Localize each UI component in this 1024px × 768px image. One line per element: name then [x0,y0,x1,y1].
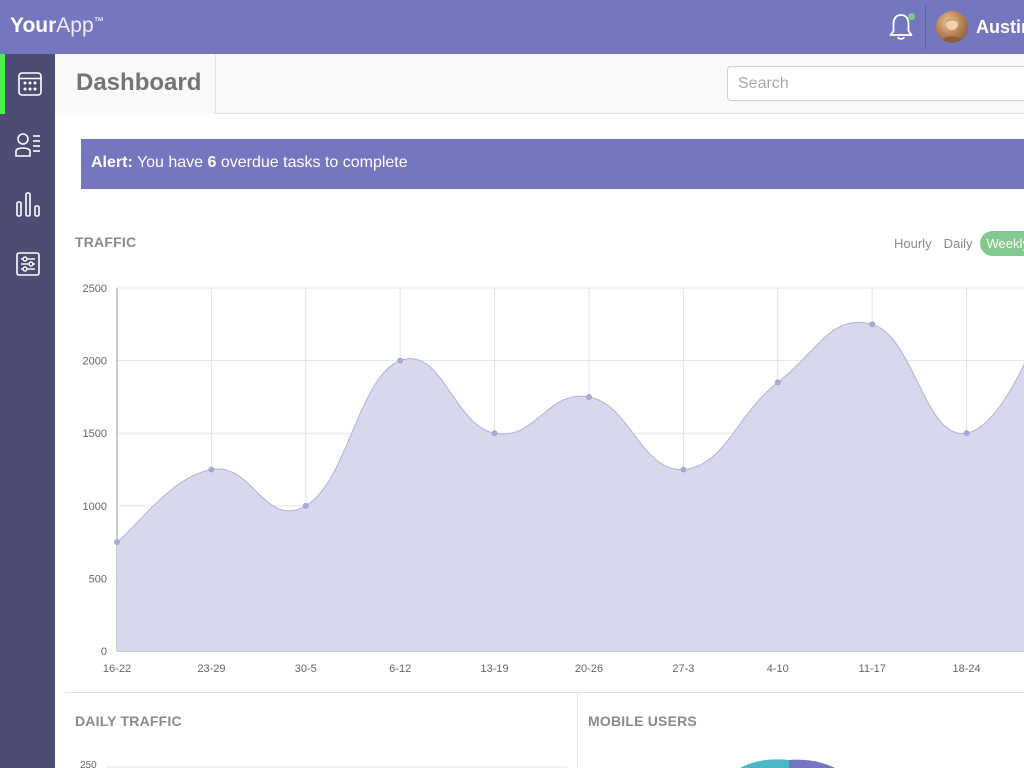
x-tick-label: 16-22 [103,663,131,675]
data-point[interactable] [774,379,781,386]
daily-traffic-chart: 250 [80,760,567,768]
traffic-tabs: Hourly Daily Weekly [886,230,1024,256]
data-point[interactable] [114,539,120,545]
data-point[interactable] [963,430,970,437]
page-title: Dashboard [76,69,202,96]
subheader: Dashboard [55,54,1024,114]
x-tick-label: 27-3 [672,663,694,675]
tab-hourly[interactable]: Hourly [894,235,932,251]
alert-banner[interactable]: Alert: You have 6 overdue tasks to compl… [81,139,1024,189]
tab-weekly[interactable]: Weekly [980,230,1024,256]
data-point[interactable] [302,502,309,509]
mobile-users-chart [740,759,835,768]
x-tick-label: 18-24 [953,663,981,675]
sidebar-item-charts[interactable] [0,174,55,234]
notification-dot [908,13,915,20]
search-input[interactable] [727,66,1024,101]
mobile-users-title: MOBILE USERS [588,713,697,729]
sidebar-item-settings[interactable] [0,234,55,294]
y-tick-label: 1500 [83,428,107,440]
alert-text-after: overdue tasks to complete [216,154,408,171]
sidebar-item-dashboard[interactable] [0,54,55,114]
x-tick-label: 4-10 [767,663,789,675]
x-tick-label: 11-17 [859,663,886,675]
data-point[interactable] [586,394,592,400]
alert-label: Alert: [91,154,133,171]
data-point[interactable] [869,321,876,328]
data-point[interactable] [680,466,687,473]
y-tick-label: 500 [89,573,107,585]
alert-text-before: You have [132,154,208,171]
data-point[interactable] [208,466,215,473]
tab-daily[interactable]: Daily [943,235,973,251]
sidebar-item-members[interactable] [0,114,55,174]
header-divider [925,5,926,49]
settings-sliders-icon [15,252,40,276]
traffic-chart: 0 500 1000 1500 2000 2500 16-22 23-29 30-5 6-12 13… [83,283,1024,675]
x-tick-label: 23-29 [197,663,225,675]
page-title-box: Dashboard [55,54,216,114]
x-tick-label: 30-5 [295,663,317,675]
app-logo[interactable]: YourApp™ [10,14,104,37]
x-tick-label: 13-19 [481,663,509,675]
section-divider [65,692,1024,693]
pie-slice-teal [740,759,789,768]
sidebar [0,54,55,768]
column-divider [577,693,578,768]
daily-traffic-title: DAILY TRAFFIC [75,713,182,729]
avatar[interactable] [936,11,968,43]
calendar-grid-icon [18,72,42,96]
daily-traffic-tick: 250 [80,760,97,768]
bell-icon[interactable] [887,12,915,42]
x-tick-label: 6-12 [389,663,411,675]
data-point[interactable] [491,430,498,437]
alert-count: 6 [207,154,217,171]
user-list-icon [14,133,40,157]
y-tick-label: 2000 [83,356,107,368]
bar-chart-icon [15,192,40,217]
y-tick-label: 0 [101,646,107,658]
top-bar: YourApp™ Austin [0,0,1024,54]
traffic-area [117,322,1024,651]
data-point[interactable] [397,357,404,364]
x-tick-label: 20-26 [575,663,603,675]
traffic-title: TRAFFIC [75,234,137,250]
y-tick-label: 1000 [83,501,107,513]
username[interactable]: Austin [976,17,1024,37]
pie-slice-purple [789,759,835,768]
y-tick-label: 2500 [83,283,107,295]
